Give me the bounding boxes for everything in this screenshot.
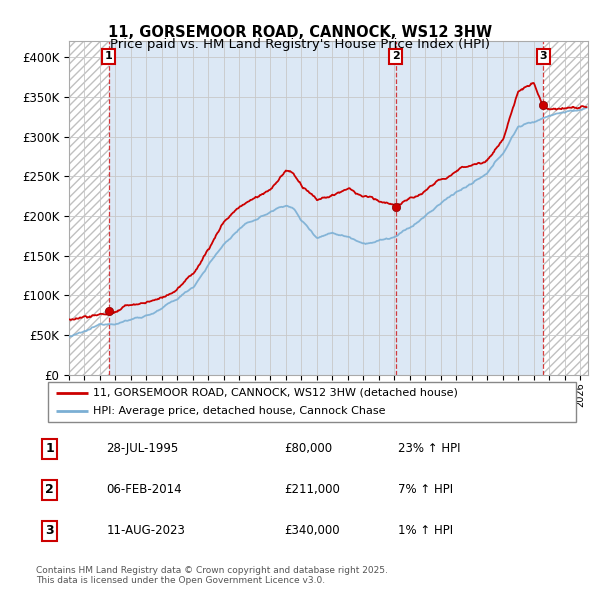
FancyBboxPatch shape <box>48 382 576 422</box>
Text: 2: 2 <box>392 51 400 61</box>
Bar <box>69 41 109 375</box>
Text: 11-AUG-2023: 11-AUG-2023 <box>106 524 185 537</box>
Text: 11, GORSEMOOR ROAD, CANNOCK, WS12 3HW: 11, GORSEMOOR ROAD, CANNOCK, WS12 3HW <box>108 25 492 40</box>
Bar <box>109 41 543 375</box>
Text: 23% ↑ HPI: 23% ↑ HPI <box>398 442 460 455</box>
Text: HPI: Average price, detached house, Cannock Chase: HPI: Average price, detached house, Cann… <box>93 406 385 416</box>
Text: 3: 3 <box>539 51 547 61</box>
Text: 2: 2 <box>45 483 54 496</box>
Text: 3: 3 <box>45 524 54 537</box>
Text: Price paid vs. HM Land Registry's House Price Index (HPI): Price paid vs. HM Land Registry's House … <box>110 38 490 51</box>
Bar <box>543 41 588 375</box>
Text: 7% ↑ HPI: 7% ↑ HPI <box>398 483 453 496</box>
Text: £211,000: £211,000 <box>284 483 340 496</box>
Text: 1% ↑ HPI: 1% ↑ HPI <box>398 524 453 537</box>
Text: 1: 1 <box>45 442 54 455</box>
Text: £80,000: £80,000 <box>284 442 332 455</box>
Text: 1: 1 <box>105 51 113 61</box>
Text: 11, GORSEMOOR ROAD, CANNOCK, WS12 3HW (detached house): 11, GORSEMOOR ROAD, CANNOCK, WS12 3HW (d… <box>93 388 458 398</box>
Text: £340,000: £340,000 <box>284 524 340 537</box>
Text: 28-JUL-1995: 28-JUL-1995 <box>106 442 178 455</box>
Text: Contains HM Land Registry data © Crown copyright and database right 2025.
This d: Contains HM Land Registry data © Crown c… <box>36 566 388 585</box>
Text: 06-FEB-2014: 06-FEB-2014 <box>106 483 182 496</box>
